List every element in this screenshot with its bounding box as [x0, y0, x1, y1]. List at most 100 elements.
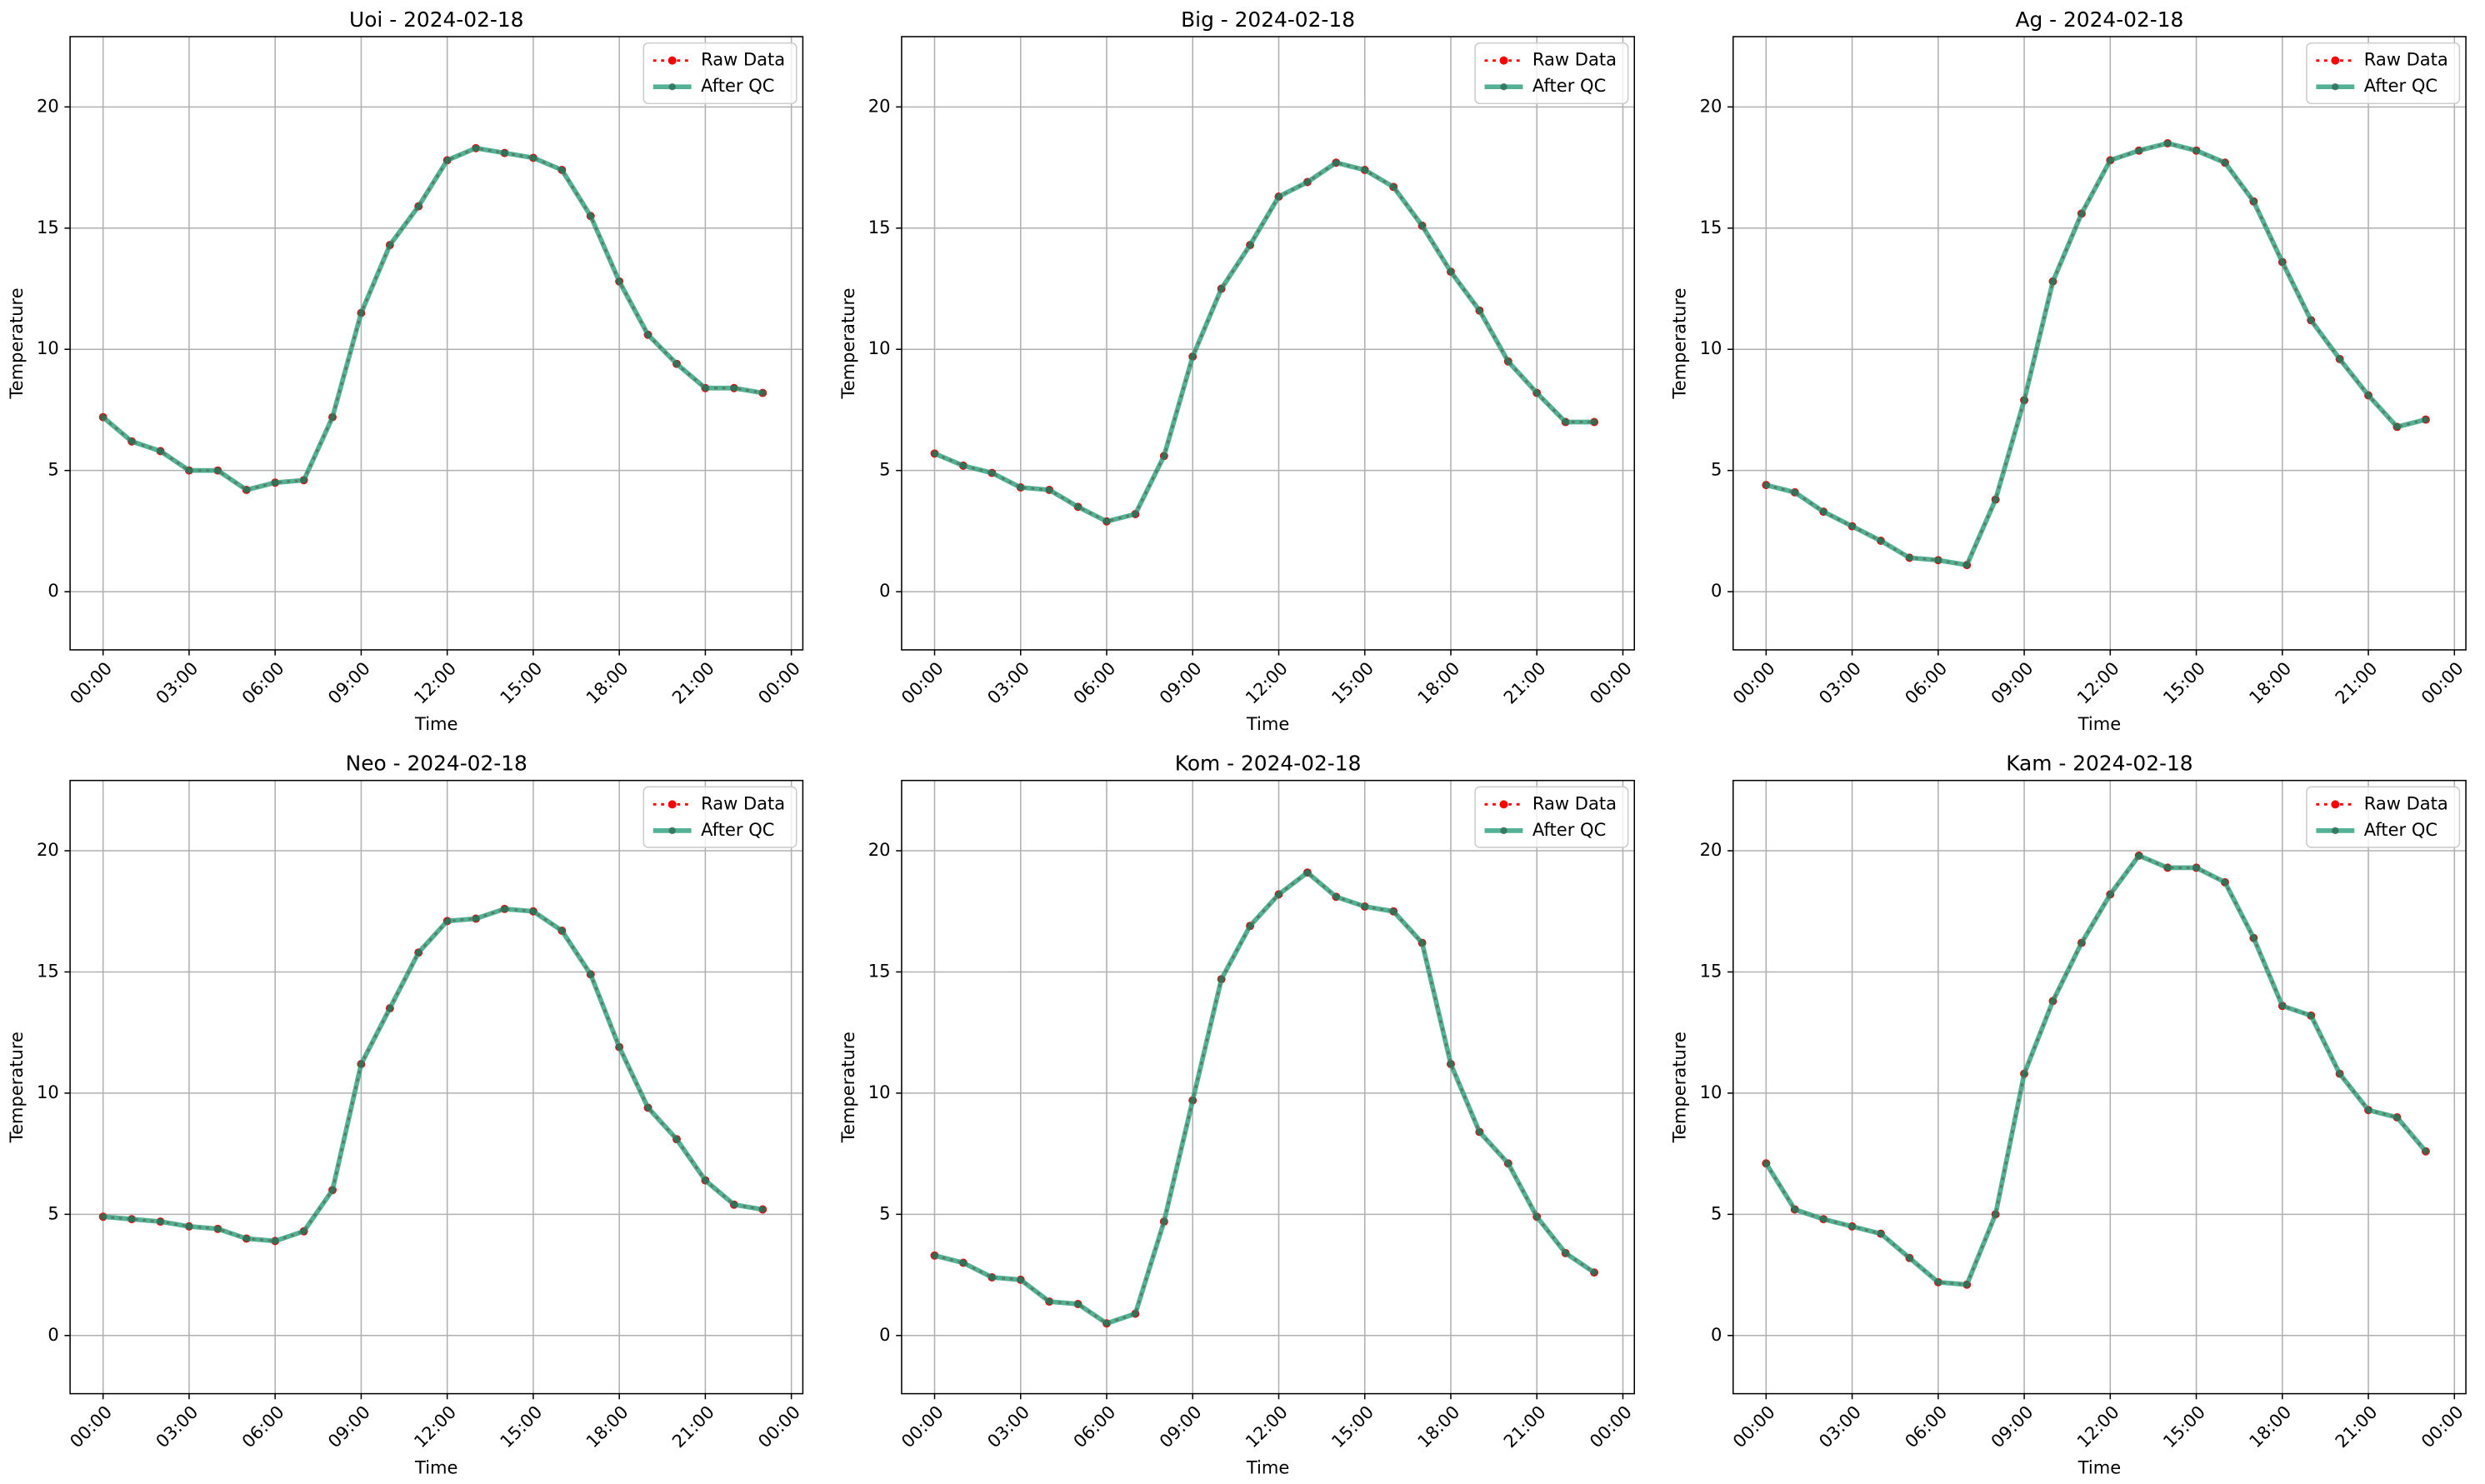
data-point: [1992, 1211, 1999, 1218]
data-point: [2336, 1070, 2343, 1077]
data-point: [472, 144, 480, 152]
data-point: [1877, 537, 1885, 545]
plot-area: [901, 36, 1635, 650]
x-tick-label: 06:00: [1069, 657, 1120, 708]
data-point: [1504, 1160, 1512, 1167]
data-point: [1447, 1060, 1455, 1068]
x-tick-label: 06:00: [1069, 1402, 1120, 1452]
legend-label: Raw Data: [2364, 792, 2448, 813]
data-point: [2163, 139, 2172, 147]
x-tick-label: 12:00: [1241, 657, 1292, 708]
y-axis-label: Temperature: [838, 1032, 858, 1143]
plot-area: [1732, 36, 2467, 650]
data-point: [300, 477, 308, 484]
data-point: [2078, 210, 2086, 217]
axes-frame: [901, 779, 1636, 1395]
x-axis-label: Time: [1246, 1457, 1289, 1477]
data-point: [615, 277, 623, 285]
legend-marker: [1500, 827, 1508, 835]
data-point: [1389, 907, 1398, 915]
y-tick-label: 20: [868, 95, 891, 116]
data-point: [1791, 1206, 1798, 1213]
data-point: [2107, 891, 2114, 898]
x-tick-label: 03:00: [152, 657, 202, 708]
data-point: [99, 413, 107, 421]
series-line: [1765, 141, 2427, 567]
data-point: [2135, 147, 2142, 154]
data-point: [415, 948, 422, 957]
axes-frame: [1732, 36, 2467, 651]
x-tick-label: 00:00: [1585, 657, 1636, 708]
x-axis-label: Time: [1246, 713, 1289, 734]
x-tick-label: 21:00: [2331, 657, 2382, 708]
data-point: [1218, 285, 1225, 292]
data-point: [2278, 258, 2287, 266]
x-tick-label: 03:00: [152, 1402, 202, 1452]
data-point: [1562, 418, 1569, 426]
x-tick-label: 03:00: [983, 657, 1034, 708]
x-tick-label: 06:00: [238, 1402, 288, 1452]
x-tick-label: 06:00: [1901, 1402, 1952, 1452]
data-point: [2135, 852, 2142, 860]
series-line: [933, 870, 1596, 1327]
x-tick-label: 12:00: [410, 657, 461, 708]
x-tick-label: 09:00: [1987, 1402, 2038, 1452]
x-tick-label: 15:00: [2158, 657, 2209, 708]
data-point: [1045, 486, 1053, 494]
x-tick-label: 18:00: [1413, 657, 1464, 708]
legend-marker: [2331, 800, 2340, 809]
data-point: [2078, 939, 2086, 947]
data-point: [1906, 1254, 1913, 1262]
data-point: [501, 149, 508, 157]
subplot: 0 5 10 15 20 00:00 03:00 06:00 09:00 12:00 15:00 18…: [1669, 7, 2468, 734]
data-point: [1017, 1276, 1024, 1284]
data-point: [1906, 554, 1913, 562]
data-point: [2192, 147, 2200, 154]
data-point: [702, 384, 709, 392]
x-tick-label: 09:00: [1987, 657, 2038, 708]
data-point: [1762, 1160, 1770, 1167]
subplot: 0 5 10 15 20 00:00 03:00 06:00 09:00 12:00 15:00 18…: [6, 752, 804, 1478]
axes-frame: [901, 36, 1636, 651]
series-line: [933, 160, 1595, 524]
y-tick-label: 15: [37, 217, 59, 237]
legend-marker: [668, 56, 677, 65]
y-tick-label: 10: [37, 337, 59, 358]
y-tick-label: 20: [1700, 95, 1722, 116]
data-point: [443, 157, 451, 164]
data-point: [988, 469, 996, 477]
legend-label: After QC: [701, 819, 774, 840]
data-point: [672, 360, 681, 367]
subplot-title: Ag - 2024-02-18: [2015, 7, 2183, 32]
y-axis-label: Temperature: [1669, 287, 1690, 399]
x-tick-label: 09:00: [323, 1402, 374, 1452]
data-point: [328, 1187, 337, 1194]
x-tick-label: 12:00: [1241, 1402, 1292, 1452]
plot-area: [70, 780, 803, 1394]
x-tick-label: 03:00: [983, 1402, 1034, 1452]
data-point: [672, 1135, 681, 1143]
x-tick-label: 15:00: [496, 1402, 547, 1452]
x-tick-label: 00:00: [1585, 1402, 1636, 1452]
data-point: [1074, 1300, 1082, 1308]
legend-label: Raw Data: [2364, 49, 2448, 70]
data-point: [1246, 241, 1254, 249]
data-point: [99, 1213, 107, 1221]
data-point: [1848, 522, 1856, 530]
legend-label: Raw Data: [1532, 49, 1617, 70]
data-point: [386, 1004, 394, 1012]
series-line: [102, 906, 763, 1244]
x-tick-label: 09:00: [1155, 657, 1206, 708]
data-point: [2422, 416, 2430, 423]
plot-area: [70, 36, 803, 650]
data-point: [1246, 922, 1254, 930]
data-point: [615, 1043, 623, 1051]
data-point: [2250, 934, 2258, 942]
y-tick-label: 20: [868, 839, 891, 860]
y-tick-label: 5: [1711, 1202, 1722, 1223]
data-point: [1418, 222, 1426, 230]
data-point: [1791, 488, 1798, 497]
data-point: [1332, 159, 1340, 167]
